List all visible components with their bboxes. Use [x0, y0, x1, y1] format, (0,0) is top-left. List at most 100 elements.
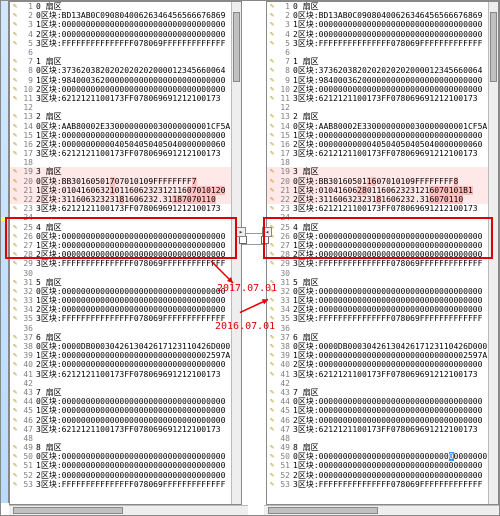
code-line[interactable]: ✎511区块:000000000000000000000000000000000…	[10, 461, 231, 470]
code-line[interactable]: 30	[267, 268, 488, 277]
code-line[interactable]: ✎53区块:FFFFFFFFFFFFFFF078069FFFFFFFFFFFFF	[10, 39, 231, 48]
code-line[interactable]: 42	[10, 379, 231, 388]
code-line[interactable]: ✎20区块:BD13AB0C09080400626346456566676869	[10, 11, 231, 20]
code-line[interactable]: ✎91区块:9840003620000000000000000000000000	[10, 76, 231, 85]
code-line[interactable]: ✎233区块:6212121100173FF078069691212100173	[267, 204, 488, 213]
code-line[interactable]: ✎500区块:000000000000000000000000000000000…	[267, 452, 488, 461]
code-line[interactable]: ✎533区块:FFFFFFFFFFFFFFF078069FFFFFFFFFFFF…	[10, 480, 231, 489]
code-line[interactable]: ✎320区块:000000000000000000000000000000000…	[267, 287, 488, 296]
code-line[interactable]: ✎391区块:000000000000000000000000000000259…	[267, 351, 488, 360]
code-line[interactable]: ✎140区块:AAB80002E3300000000030000000001CF…	[10, 121, 231, 130]
code-line[interactable]: ✎440区块:000000000000000000000000000000000…	[10, 397, 231, 406]
code-line[interactable]: 30	[10, 268, 231, 277]
code-line[interactable]: 12	[267, 103, 488, 112]
code-line[interactable]: ✎254 扇区	[267, 223, 488, 232]
code-line[interactable]: ✎473区块:6212121100173FF078069691212100173	[10, 425, 231, 434]
code-line[interactable]: ✎162区块:000000000004050405040504000000006…	[10, 140, 231, 149]
code-line[interactable]: ✎31区块:0000000000000000000000000000000000	[10, 20, 231, 29]
code-line[interactable]: ✎102区块:000000000000000000000000000000000…	[10, 85, 231, 94]
code-line[interactable]: ✎91区块:9840003620000000000000000000000000	[267, 76, 488, 85]
code-line[interactable]: ✎132 扇区	[267, 112, 488, 121]
code-line[interactable]: ✎402区块:000000000000000000000000000000000…	[267, 360, 488, 369]
code-line[interactable]: ✎200区块:BB301605011607010109FFFFFFFF8	[267, 177, 488, 186]
code-line[interactable]: ✎522区块:000000000000000000000000000000000…	[267, 471, 488, 480]
code-line[interactable]: ✎10 扇区	[10, 2, 231, 11]
code-line[interactable]: ✎113区块:6212121100173FF078069691212100173	[10, 94, 231, 103]
code-line[interactable]: 48	[10, 434, 231, 443]
code-line[interactable]: ✎71 扇区	[267, 57, 488, 66]
code-line[interactable]: ✎151区块:000000000000000000000000000000000…	[267, 131, 488, 140]
code-line[interactable]: ✎80区块:3736203820202020202000012345660064	[267, 66, 488, 75]
code-line[interactable]: ✎413区块:6212121100173FF078069691212100173	[10, 370, 231, 379]
code-line[interactable]: ✎293区块:FFFFFFFFFFFFFFF078069FFFFFFFFFFFF…	[10, 259, 231, 268]
right-vscroll[interactable]	[488, 2, 498, 504]
code-line[interactable]: ✎80区块:3736203820202020202000012345660064	[10, 66, 231, 75]
code-line[interactable]: ✎462区块:000000000000000000000000000000000…	[10, 415, 231, 424]
code-line[interactable]: ✎260区块:000000000000000000000000000000000…	[10, 232, 231, 241]
code-line[interactable]: ✎173区块:6212121100173FF078069691212100173	[10, 149, 231, 158]
code-line[interactable]: ✎53区块:FFFFFFFFFFFFFFF078069FFFFFFFFFFFFF	[267, 39, 488, 48]
code-line[interactable]: ✎140区块:AAB80002E3300000000030000000001CF…	[267, 121, 488, 130]
code-line[interactable]: 24	[10, 213, 231, 222]
code-line[interactable]: ✎315 扇区	[267, 278, 488, 287]
code-line[interactable]: ✎211区块:010416062801160623231216070101B1	[267, 186, 488, 195]
code-line[interactable]: ✎42区块:0000000000000000000000000000000000	[10, 30, 231, 39]
code-line[interactable]: ✎451区块:000000000000000000000000000000000…	[267, 406, 488, 415]
code-line[interactable]: ✎391区块:000000000000000000000000000000259…	[10, 351, 231, 360]
code-line[interactable]: 6	[267, 48, 488, 57]
right-hscroll[interactable]	[264, 505, 499, 515]
code-line[interactable]: ✎353区块:FFFFFFFFFFFFFFF078069FFFFFFFFFFFF…	[10, 314, 231, 323]
code-line[interactable]: ✎376 扇区	[267, 333, 488, 342]
code-line[interactable]: ✎233区块:6212121100173FF078069691212100173	[10, 204, 231, 213]
copy-right-btn[interactable]: ▸	[236, 227, 246, 237]
code-line[interactable]: ✎200区块:BB30160501707010109FFFFFFFF7	[10, 177, 231, 186]
code-line[interactable]: 42	[267, 379, 488, 388]
code-line[interactable]: ✎498 扇区	[10, 443, 231, 452]
code-line[interactable]: ✎151区块:000000000000000000000000000000000…	[10, 131, 231, 140]
code-line[interactable]: ✎342区块:000000000000000000000000000000000…	[10, 305, 231, 314]
code-line[interactable]: 18	[10, 158, 231, 167]
code-line[interactable]: ✎113区块:6212121100173FF078069691212100173	[267, 94, 488, 103]
code-line[interactable]: 36	[267, 324, 488, 333]
copy-left-btn[interactable]: ◂	[262, 227, 272, 237]
code-line[interactable]: ✎331区块:000000000000000000000000000000000…	[10, 296, 231, 305]
overview-ruler[interactable]	[1, 1, 9, 503]
code-line[interactable]: ✎342区块:000000000000000000000000000000000…	[267, 305, 488, 314]
code-line[interactable]: ✎462区块:000000000000000000000000000000000…	[267, 415, 488, 424]
code-line[interactable]: ✎282区块:000000000000000000000000000000000…	[10, 250, 231, 259]
code-line[interactable]: ✎331区块:000000000000000000000000000000000…	[267, 296, 488, 305]
code-line[interactable]: ✎260区块:000000000000000000000000000000000…	[267, 232, 488, 241]
code-line[interactable]: ✎293区块:FFFFFFFFFFFFFFF078069FFFFFFFFFFFF…	[267, 259, 488, 268]
code-line[interactable]: ✎271区块:000000000000000000000000000000000…	[10, 241, 231, 250]
code-line[interactable]: ✎10 扇区	[267, 2, 488, 11]
code-line[interactable]: ✎451区块:000000000000000000000000000000000…	[10, 406, 231, 415]
code-line[interactable]: ✎533区块:FFFFFFFFFFFFFFF078069FFFFFFFFFFFF…	[267, 480, 488, 489]
code-line[interactable]: ✎500区块:000000000000000000000000000000000…	[10, 452, 231, 461]
code-line[interactable]: 24	[267, 213, 488, 222]
code-line[interactable]: ✎173区块:6212121100173FF078069691212100173	[267, 149, 488, 158]
code-line[interactable]: ✎222区块:31160632323181606232.31187070110	[10, 195, 231, 204]
code-line[interactable]: 48	[267, 434, 488, 443]
code-line[interactable]: 12	[10, 103, 231, 112]
code-line[interactable]: ✎222区块:31160632323181606232.316070110	[267, 195, 488, 204]
code-line[interactable]: 36	[10, 324, 231, 333]
code-line[interactable]: ✎31区块:0000000000000000000000000000000000	[267, 20, 488, 29]
code-line[interactable]: ✎353区块:FFFFFFFFFFFFFFF078069FFFFFFFFFFFF…	[267, 314, 488, 323]
code-line[interactable]: ✎132 扇区	[10, 112, 231, 121]
code-line[interactable]: ✎193 扇区	[10, 167, 231, 176]
code-line[interactable]: ✎271区块:000000000000000000000000000000000…	[267, 241, 488, 250]
code-line[interactable]: ✎254 扇区	[10, 223, 231, 232]
code-line[interactable]: ✎498 扇区	[267, 443, 488, 452]
code-line[interactable]: ✎211区块:010416063210116062323121160701012…	[10, 186, 231, 195]
code-line[interactable]: ✎193 扇区	[267, 167, 488, 176]
code-line[interactable]: ✎380区块:0000DB0003042613042617123110426D0…	[10, 342, 231, 351]
code-line[interactable]: ✎413区块:6212121100173FF078069691212100173	[267, 370, 488, 379]
code-line[interactable]: ✎511区块:000000000000000000000000000000000…	[267, 461, 488, 470]
code-line[interactable]: ✎437 扇区	[267, 388, 488, 397]
code-line[interactable]: ✎380区块:0000DB0003042613042617123110426D0…	[267, 342, 488, 351]
code-line[interactable]: ✎522区块:000000000000000000000000000000000…	[10, 471, 231, 480]
code-line[interactable]: ✎376 扇区	[10, 333, 231, 342]
code-line[interactable]: ✎315 扇区	[10, 278, 231, 287]
left-hscroll[interactable]	[9, 505, 248, 515]
code-line[interactable]: ✎20区块:BD13AB0C09080400626346456566676869	[267, 11, 488, 20]
